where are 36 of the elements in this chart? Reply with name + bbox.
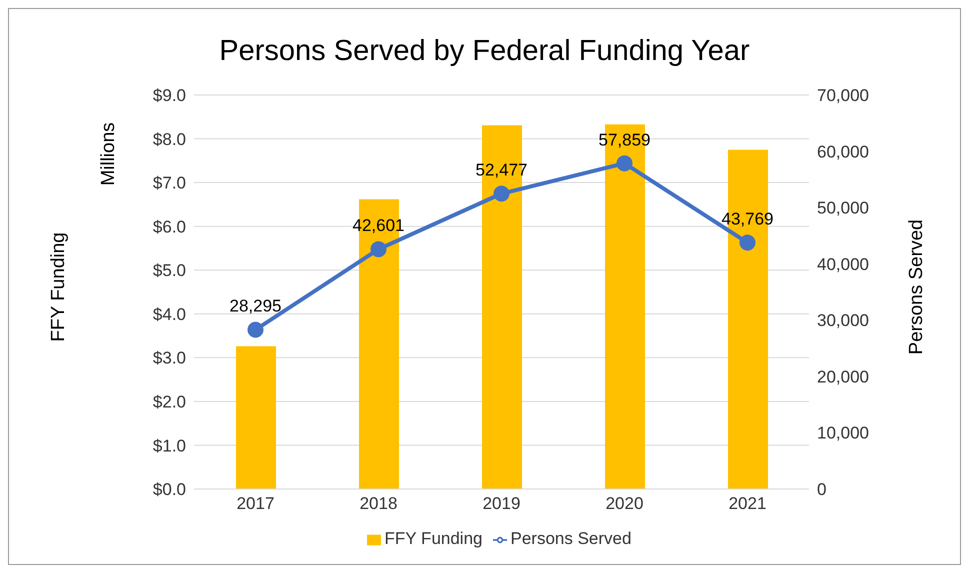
x-tick-label: 2019 [482, 494, 520, 514]
y-tick-label: $7.0 [152, 174, 186, 193]
point [616, 155, 632, 172]
x-tick-label: 2017 [236, 494, 274, 514]
y-tick-label: $1.0 [152, 436, 186, 456]
y-tick-label: $5.0 [152, 261, 186, 280]
y2-tick-label: 30,000 [817, 311, 869, 330]
y2-axis-title: Persons Served [906, 219, 928, 355]
y-axis-title: FFY Funding [48, 232, 70, 342]
y2-tick-label: 20,000 [817, 367, 869, 386]
y2-tick-label: 10,000 [817, 424, 869, 443]
point [494, 186, 510, 202]
chart-title: Persons Served by Federal Funding Year [218, 35, 751, 68]
y-tick-label: $3.0 [152, 348, 186, 368]
point [370, 241, 386, 258]
data-label: 28,295 [230, 296, 282, 316]
text: Millions [98, 122, 120, 186]
bar [236, 346, 276, 489]
y2-tick-label: 50,000 [817, 198, 869, 218]
y-tick-label: $8.0 [152, 130, 186, 149]
point [248, 322, 264, 338]
x-tick-label: 2021 [728, 494, 766, 514]
y2-tick-label: 60,000 [817, 142, 869, 162]
x-tick-label: 2020 [606, 494, 644, 514]
y2-tick-label: 70,000 [817, 86, 869, 106]
legend-label: FFY Funding [384, 529, 482, 548]
y2-tick-label: 0 [817, 480, 826, 500]
y-tick-label: $6.0 [152, 217, 186, 236]
y-tick-label: $2.0 [152, 392, 186, 412]
point [740, 234, 756, 251]
y-tick-label: $9.0 [152, 86, 186, 106]
y2-tick-label: 40,000 [817, 254, 869, 274]
x-tick-label: 2018 [360, 494, 398, 514]
legend-label: Persons Served [510, 529, 632, 548]
y-tick-label: $0.0 [152, 480, 186, 500]
y-tick-label: $4.0 [152, 304, 186, 324]
